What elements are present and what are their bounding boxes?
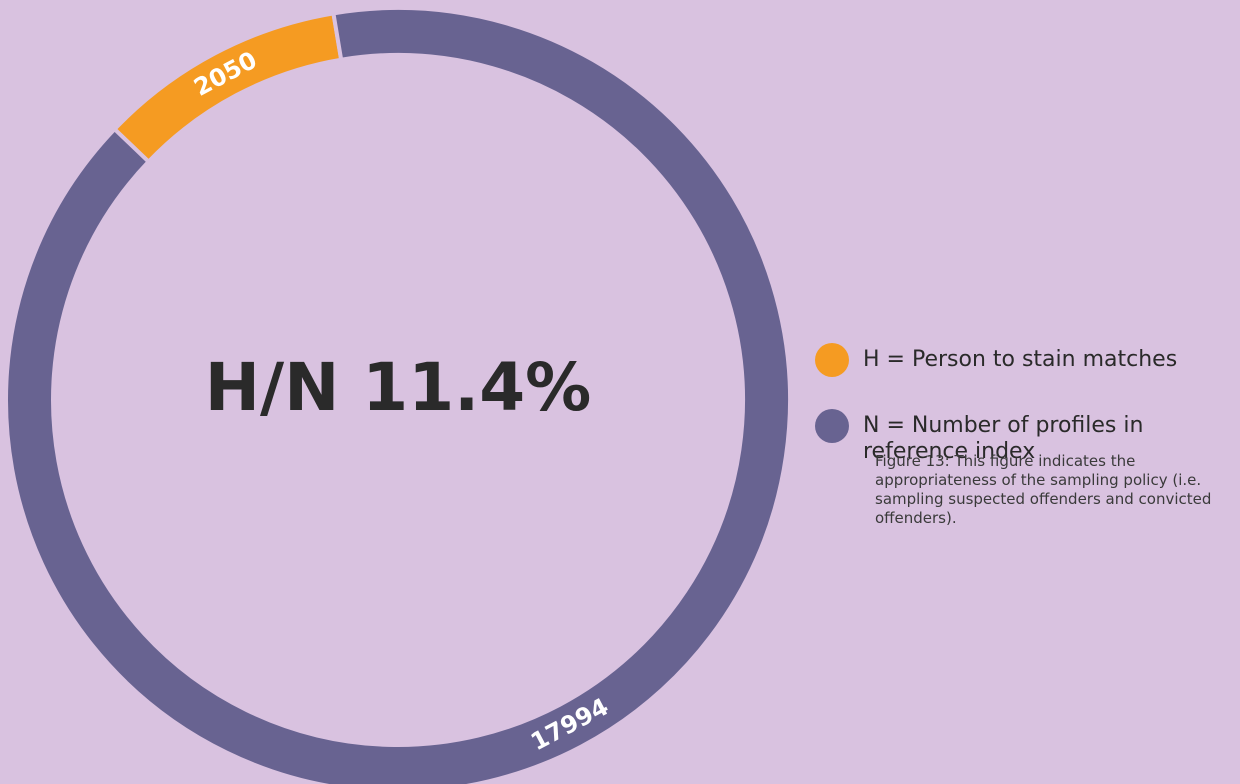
legend-label: H = Person to stain matches	[863, 347, 1178, 372]
legend-entry: H = Person to stain matches	[815, 343, 1178, 377]
legend-label: N = Number of profiles in reference inde…	[863, 413, 1144, 464]
legend-swatch	[815, 409, 849, 443]
center-label: H/N 11.4%	[205, 349, 592, 426]
donut-segment	[4, 6, 792, 784]
legend-swatch	[815, 343, 849, 377]
caption: Figure 13: This figure indicates the app…	[875, 452, 1212, 527]
legend-entry: N = Number of profiles in reference inde…	[815, 409, 1215, 465]
